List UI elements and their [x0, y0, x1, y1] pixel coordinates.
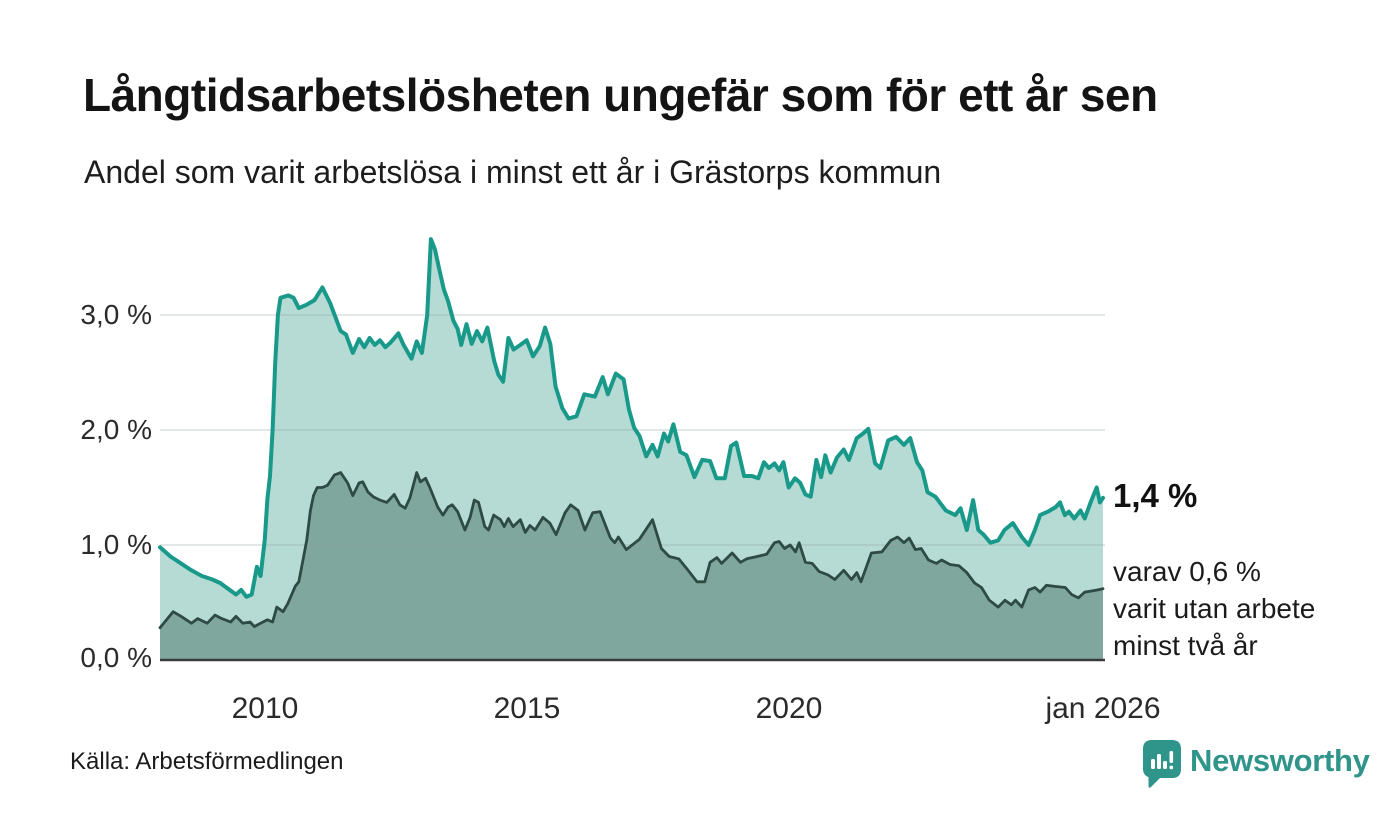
x-tick-2010: 2010 [231, 692, 299, 725]
page-title: Långtidsarbetslösheten ungefär som för e… [83, 69, 1158, 121]
sub-note-line-3: minst två år [1113, 630, 1258, 661]
series2-area [160, 472, 1103, 660]
series2-line [158, 471, 1105, 630]
x-tick-2020: 2020 [755, 692, 823, 725]
y-tick-0: 0,0 % [80, 642, 152, 673]
newsworthy-logo-icon [1143, 740, 1181, 788]
y-tick-2: 2,0 % [80, 414, 152, 445]
sub-note: varav 0,6 % varit utan arbete minst två … [1113, 553, 1315, 664]
brand-name: Newsworthy [1190, 743, 1370, 778]
sub-note-line-1: varav 0,6 % [1113, 556, 1261, 587]
x-tick-jan-2026: jan 2026 [1045, 692, 1161, 725]
y-tick-3: 3,0 % [80, 299, 152, 330]
latest-value-label: 1,4 % [1113, 477, 1198, 514]
y-tick-1: 1,0 % [80, 529, 152, 560]
source-credit: Källa: Arbetsförmedlingen [70, 748, 344, 775]
x-tick-2015: 2015 [493, 692, 561, 725]
series1-line [158, 237, 1105, 599]
page-subtitle: Andel som varit arbetslösa i minst ett å… [84, 154, 942, 190]
sub-note-line-2: varit utan arbete [1113, 593, 1316, 624]
